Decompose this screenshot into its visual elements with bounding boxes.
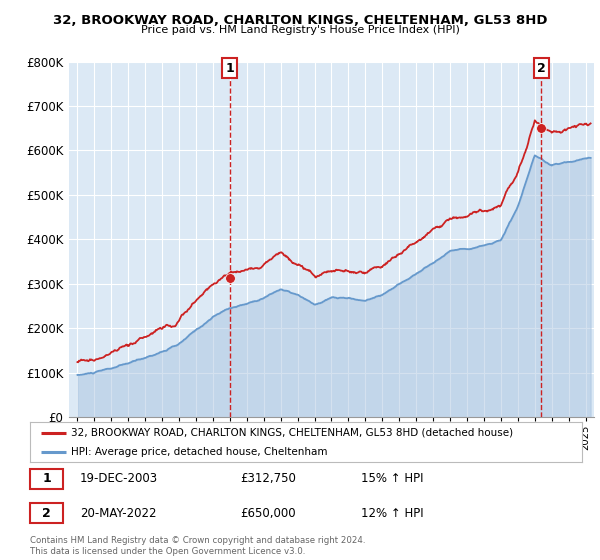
Text: 2: 2 [537,62,545,74]
Text: 32, BROOKWAY ROAD, CHARLTON KINGS, CHELTENHAM, GL53 8HD (detached house): 32, BROOKWAY ROAD, CHARLTON KINGS, CHELT… [71,428,514,438]
Text: 12% ↑ HPI: 12% ↑ HPI [361,507,424,520]
Text: 19-DEC-2003: 19-DEC-2003 [80,473,158,486]
Text: 15% ↑ HPI: 15% ↑ HPI [361,473,424,486]
Text: 1: 1 [42,473,51,486]
Text: £650,000: £650,000 [240,507,295,520]
Text: 2: 2 [42,507,51,520]
Text: 1: 1 [226,62,234,74]
FancyBboxPatch shape [30,503,63,523]
Text: Contains HM Land Registry data © Crown copyright and database right 2024.
This d: Contains HM Land Registry data © Crown c… [30,536,365,556]
Text: Price paid vs. HM Land Registry's House Price Index (HPI): Price paid vs. HM Land Registry's House … [140,25,460,35]
Text: 32, BROOKWAY ROAD, CHARLTON KINGS, CHELTENHAM, GL53 8HD: 32, BROOKWAY ROAD, CHARLTON KINGS, CHELT… [53,14,547,27]
Text: 20-MAY-2022: 20-MAY-2022 [80,507,156,520]
FancyBboxPatch shape [30,469,63,489]
Text: HPI: Average price, detached house, Cheltenham: HPI: Average price, detached house, Chel… [71,447,328,457]
Text: £312,750: £312,750 [240,473,296,486]
